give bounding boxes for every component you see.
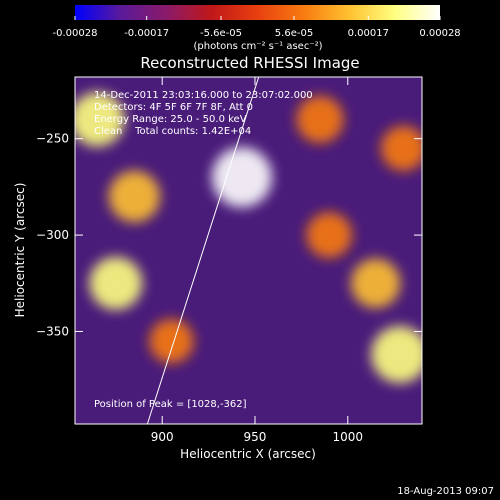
emission-source	[371, 326, 422, 384]
emission-source	[350, 258, 401, 308]
emission-source	[149, 318, 194, 364]
emission-source	[296, 95, 344, 143]
heatmap	[75, 92, 422, 384]
emission-source	[75, 92, 125, 147]
colorbar-tick-label: -0.00028	[53, 28, 98, 39]
annotation-detectors: Detectors: 4F 5F 6F 7F 8F, Att 0	[94, 102, 253, 113]
colorbar-tick-label: -5.6e-05	[200, 28, 242, 39]
emission-source	[380, 125, 422, 171]
plot-title: Reconstructed RHESSI Image	[140, 54, 359, 72]
x-tick-label: 950	[244, 430, 267, 444]
plot-frame	[74, 76, 423, 425]
emission-source	[89, 256, 143, 310]
annotation-energy: Energy Range: 25.0 - 50.0 keV	[94, 114, 247, 125]
colorbar-ticks: -0.00028 -0.00017 -5.6e-05 5.6e-05 0.00017 0.…	[53, 16, 461, 39]
y-tick-label: −300	[36, 228, 69, 242]
colorbar-tick-label: 0.00017	[348, 28, 389, 39]
emission-source	[306, 212, 353, 258]
y-tick-label: −250	[36, 132, 69, 146]
y-tick-label: −350	[36, 324, 69, 338]
peak-position-label: Position of Peak = [1028,-362]	[94, 399, 247, 410]
colorbar-units: (photons cm⁻² s⁻¹ asec⁻²)	[193, 41, 322, 52]
x-axis-ticks: 900 950 1000	[151, 77, 363, 444]
emission-source	[212, 147, 273, 208]
colorbar-tick-label: -0.00017	[124, 28, 169, 39]
y-axis-label: Heliocentric Y (arcsec)	[13, 183, 27, 318]
annotation-time: 14-Dec-2011 23:03:16.000 to 23:07:02.000	[94, 90, 313, 101]
x-axis-label: Heliocentric X (arcsec)	[180, 447, 316, 461]
footer-timestamp: 18-Aug-2013 09:07	[397, 486, 494, 497]
solar-limb-line	[146, 77, 260, 424]
x-tick-label: 900	[151, 430, 174, 444]
x-tick-label: 1000	[333, 430, 364, 444]
colorbar-tick-label: 5.6e-05	[275, 28, 313, 39]
annotation-clean: Clean Total counts: 1.42E+04	[94, 126, 251, 137]
emission-source	[108, 170, 161, 223]
colorbar	[75, 5, 440, 20]
heatmap-background	[75, 77, 422, 424]
y-axis-ticks: −250 −300 −350	[36, 132, 422, 338]
colorbar-tick-label: 0.00028	[419, 28, 460, 39]
